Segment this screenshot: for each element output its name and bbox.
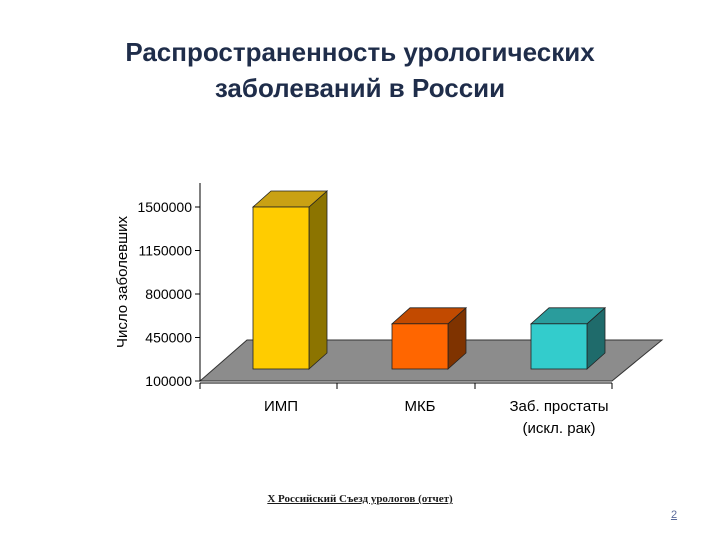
bar-front	[391, 323, 449, 370]
x-category-label: ИМП	[264, 398, 298, 415]
x-category-label: Заб. простаты	[509, 398, 608, 415]
page-number: 2	[670, 509, 678, 521]
y-tick-label: 450000	[145, 330, 192, 346]
title-line-2: заболеваний в России	[214, 73, 506, 103]
source-note: X Российский Съезд урологов (отчет)	[267, 493, 453, 505]
y-axis-label: Число заболевших	[114, 215, 131, 348]
bar-side	[308, 190, 328, 370]
y-tick-label: 800000	[145, 286, 192, 302]
title-line-1: Распространенность урологических	[125, 37, 595, 67]
y-axis-ticks: 100000 450000 800000 1150000 1500000	[137, 199, 200, 389]
x-axis-ticks: ИМП МКБ Заб. простаты (искл. рак)	[199, 383, 613, 437]
slide-title: Распространенность урологических заболев…	[0, 34, 720, 106]
y-tick-label: 1150000	[139, 243, 193, 259]
bar	[529, 306, 607, 370]
bars	[251, 190, 607, 370]
bar-front	[252, 206, 310, 370]
y-tick-label: 100000	[145, 373, 192, 389]
bar	[251, 190, 329, 370]
x-category-label: (искл. рак)	[523, 420, 596, 437]
bar	[390, 306, 468, 370]
chart-axes	[199, 183, 612, 384]
bar-front	[530, 323, 588, 370]
y-tick-label: 1500000	[137, 199, 192, 215]
x-category-label: МКБ	[404, 398, 435, 415]
